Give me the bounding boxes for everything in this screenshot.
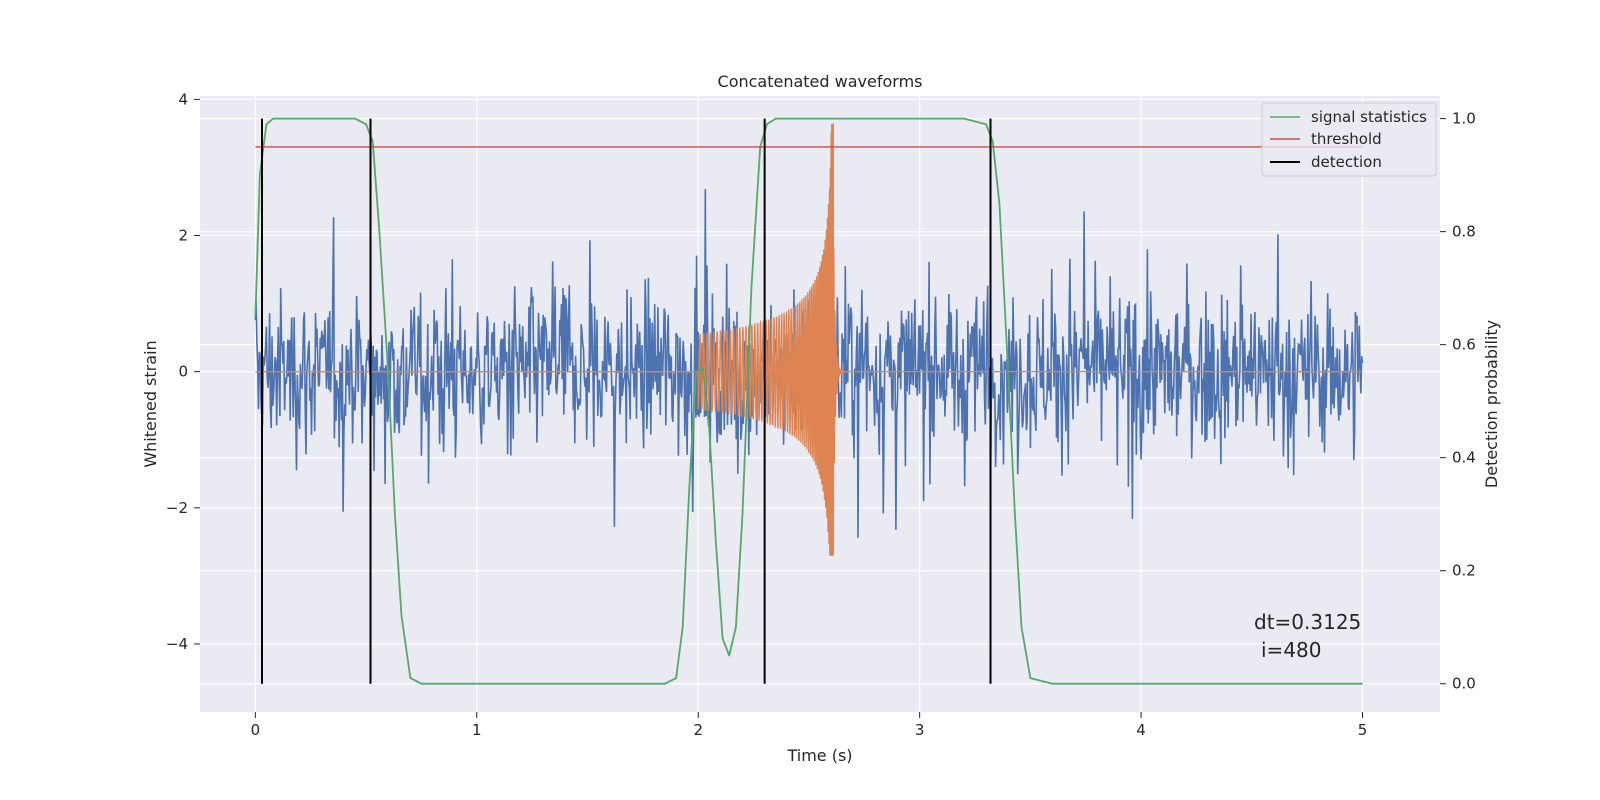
legend: signal statistics threshold detection [1261, 102, 1437, 177]
legend-label-threshold: threshold [1311, 130, 1382, 148]
chirp-line [255, 123, 1363, 557]
x-tick-label: 0 [251, 721, 261, 739]
left-y-tick-label: 0 [178, 363, 188, 381]
x-tick-label: 4 [1136, 721, 1146, 739]
left-y-axis-label: Whitened strain [141, 340, 160, 467]
right-y-tick-label: 0.0 [1452, 675, 1476, 693]
left-y-tick-label: 4 [178, 90, 188, 108]
right-y-axis-label: Detection probability [1482, 320, 1501, 488]
right-y-tick-label: 0.2 [1452, 562, 1476, 580]
signal-statistics-line [254, 117, 1363, 685]
signal-statistics-series [254, 117, 1363, 685]
right-y-tick-label: 1.0 [1452, 110, 1476, 128]
detection-series [261, 118, 992, 684]
right-y-tick-label: 0.8 [1452, 223, 1476, 241]
x-tick-label: 1 [472, 721, 482, 739]
legend-label-detection: detection [1311, 153, 1382, 171]
x-axis-ticks: 0 1 2 3 4 5 [251, 712, 1368, 739]
x-tick-label: 2 [693, 721, 703, 739]
left-y-tick-label: 2 [178, 227, 188, 245]
legend-box [1261, 102, 1437, 177]
annotation-dt: dt=0.3125 [1254, 610, 1361, 634]
legend-label-signal-statistics: signal statistics [1311, 108, 1427, 126]
left-y-tick-label: −4 [166, 635, 188, 653]
x-tick-label: 3 [915, 721, 925, 739]
left-y-tick-label: −2 [166, 499, 188, 517]
right-y-axis-ticks: 1.0 0.8 0.6 0.4 0.2 0.0 [1440, 110, 1476, 693]
right-y-tick-label: 0.4 [1452, 449, 1476, 467]
left-y-axis-ticks: 4 2 0 −2 −4 [166, 90, 200, 653]
x-tick-label: 5 [1358, 721, 1368, 739]
noise-line [254, 188, 1364, 538]
right-y-tick-label: 0.6 [1452, 336, 1476, 354]
chart-title: Concatenated waveforms [718, 72, 923, 91]
chirp-series [255, 123, 1363, 557]
x-axis-label: Time (s) [786, 746, 852, 765]
noise-series [254, 188, 1364, 538]
annotation-i: i=480 [1261, 638, 1322, 662]
